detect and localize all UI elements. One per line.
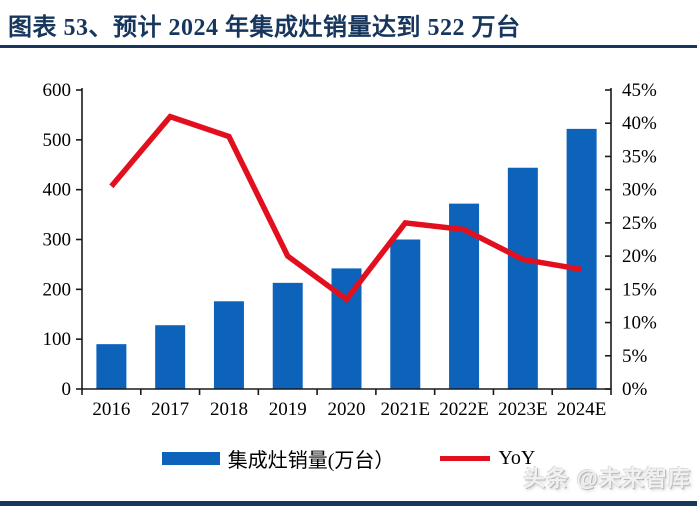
right-axis-tick-label: 5% (622, 346, 648, 367)
x-axis-category-label: 2024E (557, 399, 607, 420)
line-series-swatch (440, 455, 491, 461)
bar-2019 (272, 282, 303, 389)
left-axis-tick-label: 200 (43, 279, 72, 300)
right-axis-tick-label: 40% (622, 113, 657, 134)
x-axis-category-label: 2021E (380, 399, 430, 420)
right-axis-tick-label: 0% (622, 379, 648, 400)
bar-2024E (566, 128, 597, 389)
line-series-label: YoY (498, 446, 536, 469)
watermark-text: 头条 @未来智库 (523, 466, 691, 491)
left-axis-tick-label: 0 (62, 379, 72, 400)
x-axis-category-label: 2017 (151, 399, 189, 420)
sales-yoy-chart: 0 100 200 300 400 500 600 0% 5% 10% 15% 20% 25% 30% 35… (43, 80, 658, 420)
right-axis-tick-label: 20% (622, 246, 657, 267)
x-axis-category-label: 2016 (92, 399, 130, 420)
left-axis-tick-label: 100 (43, 329, 72, 350)
chart-legend: 集成灶销量(万台） YoY (0, 444, 697, 472)
right-axis-tick-label: 35% (622, 146, 657, 167)
left-axis-tick-label: 500 (43, 130, 72, 151)
legend-item-sales: 集成灶销量(万台） (161, 444, 395, 473)
bar-2023E (507, 167, 538, 389)
x-axis-category-label: 2018 (210, 399, 248, 420)
right-axis-tick-label: 45% (622, 80, 657, 101)
yoy-line (109, 113, 583, 304)
x-axis-category-label: 2023E (498, 399, 548, 420)
bar-series-swatch (161, 451, 220, 465)
legend-item-yoy: YoY (440, 447, 535, 470)
x-axis-category-label: 2020 (328, 399, 366, 420)
right-axis-tick-label: 30% (622, 180, 657, 201)
right-axis-tick-label: 15% (622, 279, 657, 300)
bar-2018 (213, 301, 244, 389)
bottom-divider-rule (0, 501, 697, 506)
left-axis-tick-label: 300 (43, 230, 72, 251)
figure-title: 图表 53、预计 2024 年集成灶销量达到 522 万台 (8, 15, 521, 41)
bar-2021E (390, 239, 421, 389)
x-axis-category-label: 2022E (439, 399, 489, 420)
right-axis-tick-label: 25% (622, 213, 657, 234)
right-axis-tick-label: 10% (622, 313, 657, 334)
left-axis-tick-label: 600 (43, 80, 72, 101)
title-divider-rule (0, 45, 697, 48)
bar-2017 (155, 325, 186, 389)
bar-series-label: 集成灶销量(万台） (227, 449, 395, 472)
x-axis-category-label: 2019 (269, 399, 307, 420)
left-axis-tick-label: 400 (43, 180, 72, 201)
bar-2016 (96, 344, 127, 389)
